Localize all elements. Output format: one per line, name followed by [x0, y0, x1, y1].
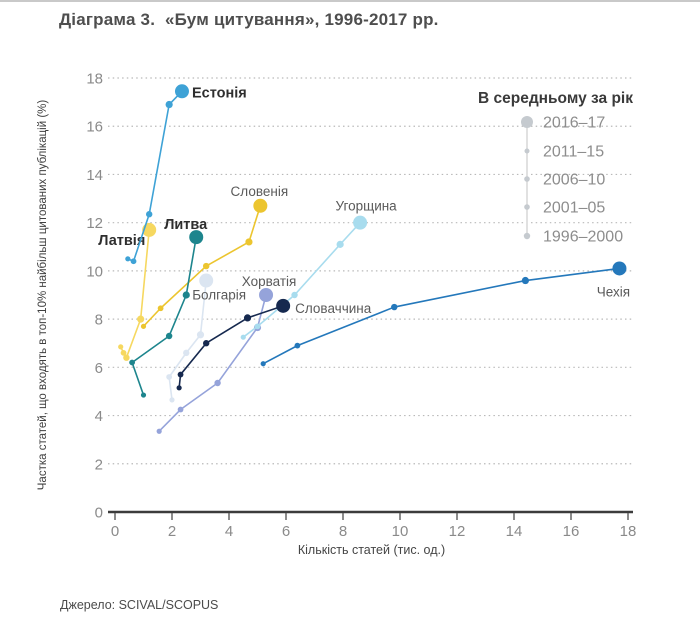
country-label-Болгарія: Болгарія: [192, 288, 246, 303]
x-tick-label: 2: [168, 523, 176, 540]
data-point-Естонія: [174, 84, 189, 99]
legend-dot: [524, 148, 530, 154]
data-point-Болгарія: [169, 397, 175, 403]
data-point-Латвія: [123, 354, 130, 361]
x-tick-label: 16: [563, 523, 580, 540]
source-note: Джерело: SCIVAL/SCOPUS: [60, 598, 219, 612]
data-point-Угорщина: [353, 215, 368, 230]
y-axis-title: Частка статей, що входять в топ-10% найб…: [37, 100, 49, 491]
legend-dot: [524, 204, 530, 210]
data-point-Словенія: [157, 305, 164, 312]
legend-dot: [524, 176, 530, 182]
country-label-Словенія: Словенія: [231, 184, 289, 199]
data-point-Естонія: [125, 256, 131, 262]
data-point-Болгарія: [196, 331, 205, 339]
data-point-Словаччина: [177, 371, 184, 378]
y-tick-label: 6: [95, 360, 103, 377]
data-point-Чехія: [521, 276, 530, 285]
x-tick-label: 0: [111, 523, 119, 540]
data-point-Словаччина: [243, 314, 252, 322]
country-label-Словаччина: Словаччина: [295, 301, 372, 316]
data-point-Хорватія: [214, 379, 221, 387]
data-point-Литва: [129, 359, 136, 366]
y-tick-label: 12: [86, 215, 103, 232]
legend-label: 1996–2000: [543, 229, 623, 246]
data-point-Латвія: [120, 349, 127, 356]
data-point-Литва: [182, 291, 190, 299]
data-point-Литва: [189, 230, 204, 245]
data-point-Болгарія: [199, 273, 214, 288]
country-label-Литва: Литва: [164, 217, 208, 233]
legend-label: 2001–05: [543, 200, 605, 217]
y-tick-label: 10: [86, 263, 103, 280]
country-label-Естонія: Естонія: [192, 85, 247, 101]
x-tick-label: 12: [449, 523, 466, 540]
data-point-Чехія: [612, 261, 627, 276]
data-point-Литва: [165, 332, 173, 340]
legend-label: 2011–15: [543, 144, 604, 161]
data-point-Словенія: [140, 323, 147, 329]
y-tick-label: 8: [95, 312, 103, 329]
data-point-Естонія: [165, 100, 173, 109]
data-point-Болгарія: [166, 374, 173, 380]
data-point-Латвія: [137, 315, 145, 323]
data-point-Литва: [140, 392, 147, 398]
country-label-Угорщина: Угорщина: [335, 199, 397, 214]
country-label-Латвія: Латвія: [98, 233, 145, 249]
series-line-Латвія: [119, 229, 150, 359]
data-point-Чехія: [294, 342, 301, 349]
data-point-Угорщина: [254, 323, 261, 330]
y-tick-label: 16: [86, 119, 103, 136]
country-label-Хорватія: Хорватія: [242, 274, 297, 289]
y-tick-label: 18: [86, 71, 103, 88]
y-tick-label: 0: [95, 505, 103, 522]
legend-label: 2016–17: [543, 115, 605, 132]
data-point-Словаччина: [203, 340, 210, 347]
data-point-Чехія: [391, 303, 398, 311]
data-point-Хорватія: [177, 406, 184, 413]
legend-title: В середньому за рік: [478, 90, 633, 107]
legend-dot: [523, 232, 531, 240]
x-tick-label: 8: [339, 523, 347, 540]
x-tick-label: 6: [282, 523, 290, 540]
data-point-Словенія: [203, 262, 210, 270]
data-point-Словаччина: [176, 385, 182, 391]
data-point-Болгарія: [183, 349, 190, 357]
y-tick-label: 2: [95, 456, 103, 473]
data-point-Естонія: [146, 211, 153, 218]
x-tick-label: 4: [225, 523, 233, 540]
x-tick-label: 18: [620, 523, 637, 540]
data-point-Латвія: [118, 344, 124, 350]
y-tick-label: 4: [95, 408, 103, 425]
series-line-Чехія: [262, 267, 620, 365]
data-point-Угорщина: [240, 334, 246, 340]
x-tick-label: 10: [392, 523, 409, 540]
x-tick-label: 14: [506, 523, 523, 540]
data-point-Словенія: [245, 238, 253, 246]
data-point-Хорватія: [156, 428, 162, 434]
data-point-Угорщина: [336, 240, 344, 248]
data-point-Хорватія: [259, 288, 274, 303]
data-point-Словаччина: [276, 298, 291, 313]
data-point-Естонія: [130, 258, 137, 265]
x-axis-title: Кількість статей (тис. од.): [298, 543, 445, 557]
country-label-Чехія: Чехія: [597, 284, 630, 299]
chart-title: Діаграма 3. «Бум цитування», 1996-2017 р…: [59, 10, 439, 29]
data-point-Чехія: [260, 361, 266, 367]
y-tick-label: 14: [86, 167, 103, 184]
legend-dot: [521, 116, 533, 128]
data-point-Словенія: [253, 198, 268, 213]
legend-label: 2006–10: [543, 172, 605, 189]
data-point-Угорщина: [291, 291, 298, 299]
